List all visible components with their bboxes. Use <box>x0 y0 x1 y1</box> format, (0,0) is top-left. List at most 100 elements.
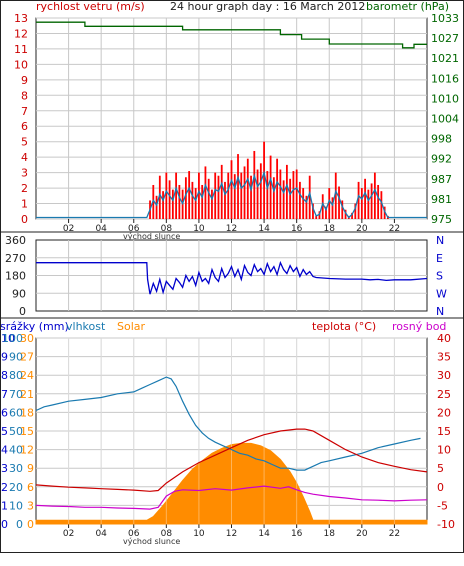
humidity-tick-label: 0 <box>16 518 23 531</box>
wind-speed-tick-label: 11 <box>14 43 28 56</box>
sunrise-label-bottom: východ slunce <box>123 537 180 546</box>
wind-gust-bar <box>315 215 318 219</box>
solar-tick-label: 9 <box>27 462 34 475</box>
humidity-tick-label: 100 <box>2 332 23 345</box>
barometer-tick-label: 987 <box>431 173 452 186</box>
humidity-tick-label: 80 <box>9 369 23 382</box>
wind-gust-bar <box>354 203 357 219</box>
wind-speed-tick-label: 10 <box>14 58 28 71</box>
wind-speed-tick-label: 3 <box>21 167 28 180</box>
wind-panel-x-tick-label: 06 <box>128 224 140 234</box>
direction-degree-tick-label: 0 <box>19 305 26 318</box>
climate-panel-x-tick-label: 22 <box>389 529 400 539</box>
wind-gust-bar <box>338 186 340 219</box>
wind-gust-bar <box>331 197 334 219</box>
solar-tick-label: 6 <box>27 481 34 494</box>
solar-tick-label: 30 <box>20 332 34 345</box>
wind-gust-bar <box>246 158 249 219</box>
wind-gust-bar <box>308 175 311 219</box>
wind-speed-tick-label: 4 <box>21 151 28 164</box>
wind-gust-bar <box>266 171 269 219</box>
precip-tick-label: 3 <box>1 462 8 475</box>
humidity-tick-label: 30 <box>9 462 23 475</box>
wind-gust-bar <box>328 188 331 219</box>
wind-gust-bar <box>272 177 275 219</box>
wind-gust-bar <box>220 164 223 219</box>
legend-item-3: teplota (°C) <box>312 320 376 333</box>
solar-tick-label: 18 <box>20 406 34 419</box>
wind-gust-bar <box>299 181 301 219</box>
wind-gust-bar <box>269 155 272 219</box>
barometer-tick-label: 1010 <box>431 92 459 105</box>
wind-gust-bar <box>367 189 370 219</box>
wind-gust-bar <box>370 183 373 219</box>
wind-speed-tick-label: 7 <box>21 105 28 118</box>
barometer-tick-label: 975 <box>431 213 452 226</box>
wind-gust-bar <box>165 172 168 219</box>
legend-item-1: vlhkost <box>66 320 106 333</box>
precip-tick-label: 7 <box>1 388 8 401</box>
climate-panel-x-tick-label: 08 <box>161 529 173 539</box>
direction-degree-tick-label: 360 <box>5 234 26 247</box>
wind-gust-bar <box>188 171 191 219</box>
wind-gust-bar <box>305 195 308 219</box>
wind-speed-tick-label: 8 <box>21 89 28 102</box>
wind-gust-bar <box>357 181 360 219</box>
wind-gust-bar <box>325 206 327 219</box>
climate-panel-x-tick-label: 04 <box>95 529 107 539</box>
wind-gust-bar <box>224 181 226 219</box>
precip-tick-label: 2 <box>1 481 8 494</box>
humidity-tick-label: 70 <box>9 388 23 401</box>
temperature-tick-label: 35 <box>437 351 451 364</box>
direction-compass-tick-label: S <box>436 270 443 283</box>
wind-gust-bar <box>377 184 380 219</box>
wind-gust-bar <box>383 206 386 219</box>
wind-gust-bar <box>178 184 181 219</box>
direction-degree-tick-label: 180 <box>5 270 26 283</box>
wind-gust-bar <box>175 172 178 219</box>
precip-tick-label: 8 <box>1 369 8 382</box>
barometer-tick-label: 998 <box>431 133 452 146</box>
wind-speed-tick-label: 5 <box>21 136 28 149</box>
wind-gust-bar <box>240 172 243 219</box>
direction-compass-tick-label: E <box>436 252 443 265</box>
wind-gust-bar <box>204 166 207 219</box>
wind-panel-x-tick-label: 08 <box>161 224 173 234</box>
barometer-tick-label: 981 <box>431 193 452 206</box>
wind-panel-x-tick-label: 18 <box>324 224 336 234</box>
temperature-tick-label: 15 <box>437 425 451 438</box>
wind-speed-tick-label: 2 <box>21 182 28 195</box>
wind-average-line <box>36 170 427 219</box>
wind-gust-bar <box>243 166 246 219</box>
wind-gust-bar <box>279 169 282 219</box>
climate-panel-x-tick-label: 06 <box>128 529 140 539</box>
dew-point-line <box>35 485 428 510</box>
climate-panel-x-tick-label: 16 <box>291 529 303 539</box>
wind-gust-bar <box>256 169 259 219</box>
wind-panel-x-tick-label: 04 <box>95 224 107 234</box>
wind-gust-bar <box>191 181 194 219</box>
wind-gust-bar <box>360 188 363 219</box>
temperature-tick-label: -10 <box>437 518 455 531</box>
wind-gust-bar <box>253 150 256 219</box>
barometer-tick-label: 1021 <box>431 52 459 65</box>
wind-gust-bar <box>155 195 158 219</box>
wind-gust-bar <box>233 174 236 219</box>
climate-panel-x-tick-label: 20 <box>356 529 368 539</box>
temperature-tick-label: 0 <box>437 481 444 494</box>
wind-gust-bar <box>230 160 233 219</box>
wind-speed-tick-label: 1 <box>21 198 28 211</box>
climate-panel-x-tick-label: 02 <box>63 529 74 539</box>
legend-item-0: srážky (mm) <box>0 320 69 333</box>
humidity-tick-label: 10 <box>9 499 23 512</box>
barometer-axis-title: barometr (hPa) <box>366 0 449 13</box>
wind-gust-bar <box>171 189 174 219</box>
legend-item-2: Solar <box>117 320 146 333</box>
precip-tick-label: 4 <box>1 444 8 457</box>
climate-panel-x-tick-label: 14 <box>258 529 270 539</box>
wind-gust-bar <box>321 194 324 219</box>
solar-tick-label: 12 <box>20 444 34 457</box>
barometer-tick-label: 1004 <box>431 113 459 126</box>
temperature-tick-label: 20 <box>437 406 451 419</box>
wind-gust-bar <box>302 188 305 219</box>
